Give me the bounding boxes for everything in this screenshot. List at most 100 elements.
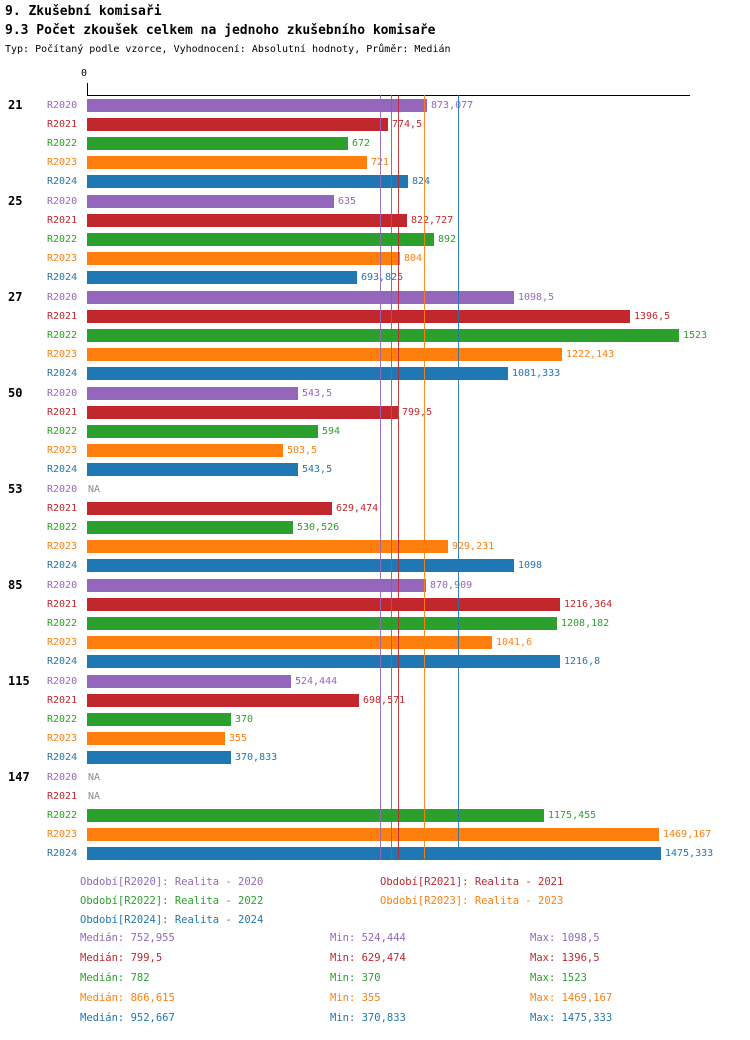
series-label: R2021 [47, 119, 78, 130]
series-label: R2020 [47, 196, 78, 207]
bar-value-label: 594 [322, 426, 341, 437]
median-line-R2022 [391, 95, 392, 859]
bar-row: R2022 1208,182 [0, 614, 750, 633]
bar-value-label: 822,727 [411, 215, 454, 226]
bar-row: R2020 NA [0, 768, 750, 787]
group-label: 53 [8, 482, 23, 496]
bar-row: R2022 892 [0, 230, 750, 249]
stat-row-R2024: Medián: 952,667 Min: 370,833 Max: 1475,333 [0, 1012, 750, 1032]
group-label: 147 [8, 770, 30, 784]
bar-group-50: 50 R2020 543,5 R2021 799,5 R2022 594 R2023 503,5… [0, 384, 750, 480]
bar-value-label: 1469,167 [663, 829, 712, 840]
bar-value-label: 355 [229, 733, 248, 744]
bar-row: R2024 1098 [0, 556, 750, 575]
bar-row: R2020 1098,5 [0, 288, 750, 307]
bar-row: R2020 543,5 [0, 384, 750, 403]
series-label: R2023 [47, 157, 78, 168]
bar-25-R2021 [87, 214, 407, 227]
bar-value-label: 629,474 [336, 503, 379, 514]
na-value-label: NA [88, 791, 101, 802]
report-title: 9. Zkušební komisaři [5, 4, 162, 19]
bar-value-label: 1523 [683, 330, 708, 341]
bar-85-R2021 [87, 598, 560, 611]
bar-53-R2023 [87, 540, 448, 553]
bar-value-label: 524,444 [295, 676, 338, 687]
series-label: R2020 [47, 772, 78, 783]
stat-min-R2023: Min: 355 [330, 992, 381, 1004]
bar-21-R2020 [87, 99, 427, 112]
series-label: R2023 [47, 829, 78, 840]
bar-value-label: 892 [438, 234, 457, 245]
bar-value-label: 1222,143 [566, 349, 615, 360]
stat-row-R2020: Medián: 752,955 Min: 524,444 Max: 1098,5 [0, 932, 750, 952]
bar-value-label: 635 [338, 196, 357, 207]
series-label: R2020 [47, 100, 78, 111]
series-label: R2024 [47, 176, 78, 187]
stat-max-R2020: Max: 1098,5 [530, 932, 600, 944]
bar-21-R2024 [87, 175, 408, 188]
bar-value-label: 698,571 [363, 695, 406, 706]
stat-median-R2024: Medián: 952,667 [80, 1012, 175, 1024]
bar-115-R2023 [87, 732, 225, 745]
series-label: R2020 [47, 388, 78, 399]
bar-row: R2021 799,5 [0, 403, 750, 422]
bar-value-label: 530,526 [297, 522, 340, 533]
bar-50-R2023 [87, 444, 283, 457]
bar-value-label: 1175,455 [548, 810, 597, 821]
series-label: R2022 [47, 810, 78, 821]
bar-row: R2023 1222,143 [0, 345, 750, 364]
bar-27-R2023 [87, 348, 562, 361]
bar-value-label: 543,5 [302, 388, 333, 399]
median-line-R2024 [458, 95, 459, 859]
group-label: 85 [8, 578, 23, 592]
bar-115-R2024 [87, 751, 231, 764]
bar-row: R2022 594 [0, 422, 750, 441]
bar-50-R2022 [87, 425, 318, 438]
bar-115-R2022 [87, 713, 231, 726]
bar-row: R2024 370,833 [0, 748, 750, 767]
x-axis-line [87, 95, 690, 96]
series-label: R2023 [47, 541, 78, 552]
bar-27-R2024 [87, 367, 508, 380]
bar-row: R2021 629,474 [0, 499, 750, 518]
legend-item-R2023: Období[R2023]: Realita - 2023 [380, 895, 564, 907]
bar-row: R2024 1216,8 [0, 652, 750, 671]
bar-row: R2020 870,909 [0, 576, 750, 595]
median-line-R2023 [424, 95, 425, 859]
median-line-R2021 [398, 95, 399, 859]
bar-row: R2021 698,571 [0, 691, 750, 710]
chart-area: 21 R2020 873,077 R2021 774,5 R2022 672 R2023721… [0, 83, 750, 864]
bar-value-label: 1098,5 [518, 292, 555, 303]
series-label: R2023 [47, 733, 78, 744]
series-label: R2023 [47, 637, 78, 648]
stat-median-R2020: Medián: 752,955 [80, 932, 175, 944]
bar-row: R2020 635 [0, 192, 750, 211]
bar-value-label: 1396,5 [634, 311, 671, 322]
bar-row: R2023 804 [0, 249, 750, 268]
series-label: R2021 [47, 215, 78, 226]
bar-value-label: 503,5 [287, 445, 318, 456]
stat-max-R2023: Max: 1469,167 [530, 992, 613, 1004]
bar-groups: 21 R2020 873,077 R2021 774,5 R2022 672 R2023721… [0, 96, 750, 864]
series-label: R2022 [47, 138, 78, 149]
series-label: R2024 [47, 464, 78, 475]
bar-row: R2024 543,5 [0, 460, 750, 479]
bar-25-R2023 [87, 252, 400, 265]
stat-min-R2022: Min: 370 [330, 972, 381, 984]
series-label: R2021 [47, 791, 78, 802]
bar-53-R2022 [87, 521, 293, 534]
bar-115-R2021 [87, 694, 359, 707]
bar-row: R2024 1081,333 [0, 364, 750, 383]
bar-group-147: 147 R2020 NA R2021 NA R2022 1175,455 R2023 1469,… [0, 768, 750, 864]
bar-value-label: 774,5 [392, 119, 423, 130]
bar-value-label: 543,5 [302, 464, 333, 475]
legend-item-R2021: Období[R2021]: Realita - 2021 [380, 876, 564, 888]
bar-21-R2023 [87, 156, 367, 169]
series-label: R2022 [47, 618, 78, 629]
bar-147-R2024 [87, 847, 661, 860]
series-label: R2020 [47, 484, 78, 495]
legend-item-R2020: Období[R2020]: Realita - 2020 [80, 876, 264, 888]
series-label: R2024 [47, 848, 78, 859]
bar-147-R2023 [87, 828, 659, 841]
